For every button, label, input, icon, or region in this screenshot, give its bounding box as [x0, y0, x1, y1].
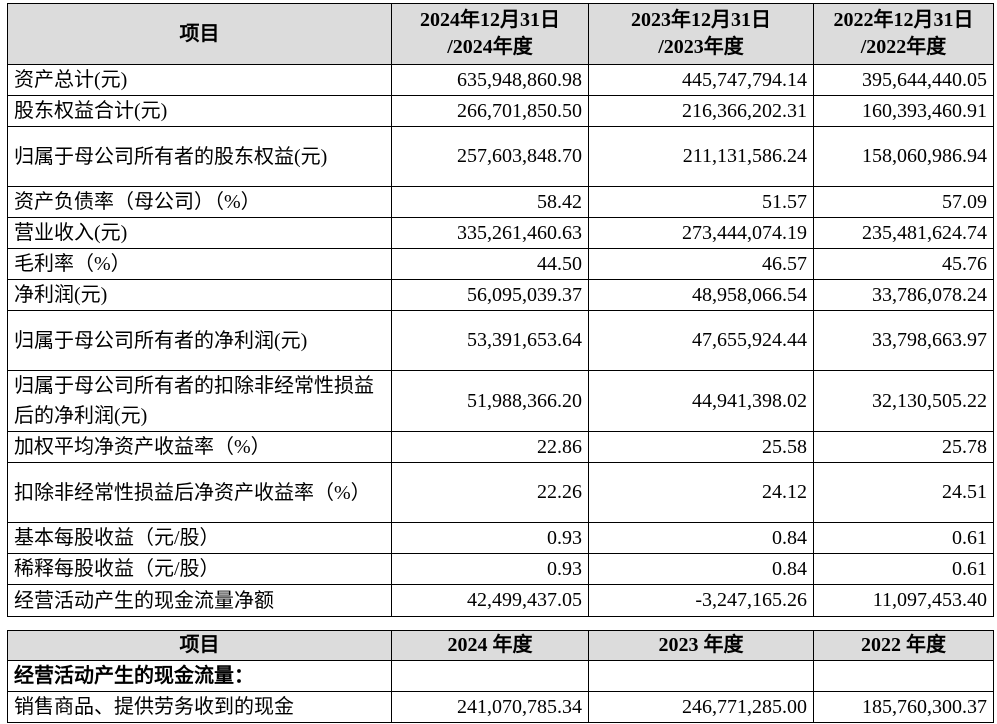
row-label: 归属于母公司所有者的净利润(元): [7, 310, 392, 371]
row-label: 扣除非经常性损益后净资产收益率（%）: [7, 462, 392, 523]
value-cell: 0.93: [391, 553, 589, 585]
table-row: 归属于母公司所有者的股东权益(元) 257,603,848.70 211,131,5…: [7, 126, 994, 187]
value-cell: 57.09: [813, 186, 994, 218]
table-row: 经营活动产生的现金流量净额 42,499,437.05 -3,247,165.26 1…: [7, 584, 994, 617]
value-cell: 445,747,794.14: [588, 64, 814, 96]
header-item: 项目: [7, 630, 392, 661]
table-row: 归属于母公司所有者的净利润(元) 53,391,653.64 47,655,924.…: [7, 310, 994, 371]
row-label: 资产负债率（母公司）（%）: [7, 186, 392, 218]
value-cell: 56,095,039.37: [391, 279, 589, 311]
value-cell: 44,941,398.02: [588, 370, 814, 432]
row-label: 净利润(元): [7, 279, 392, 311]
table-row: 销售商品、提供劳务收到的现金 241,070,785.34 246,771,285.…: [7, 691, 994, 723]
row-label: 营业收入(元): [7, 217, 392, 249]
table-row: 资产总计(元) 635,948,860.98 445,747,794.14 395,6…: [7, 64, 994, 96]
value-cell: 0.84: [588, 522, 814, 554]
header-2023: 2023 年度: [588, 630, 814, 661]
value-cell: 185,760,300.37: [813, 691, 994, 723]
value-cell: 335,261,460.63: [391, 217, 589, 249]
table-row: 资产负债率（母公司）（%） 58.42 51.57 57.09: [7, 186, 994, 218]
value-cell: 11,097,453.40: [813, 584, 994, 617]
row-label: 归属于母公司所有者的股东权益(元): [7, 126, 392, 187]
value-cell: 33,786,078.24: [813, 279, 994, 311]
table-row: 基本每股收益（元/股） 0.93 0.84 0.61: [7, 522, 994, 554]
value-cell: 48,958,066.54: [588, 279, 814, 311]
header-2024: 2024 年度: [391, 630, 589, 661]
value-cell: 0.61: [813, 553, 994, 585]
value-cell: 246,771,285.00: [588, 691, 814, 723]
key-financials-table: 项目 2024年12月31日/2024年度 2023年12月31日/2023年度…: [7, 3, 994, 617]
section-row: 经营活动产生的现金流量：: [7, 660, 994, 692]
row-label: 销售商品、提供劳务收到的现金: [7, 691, 392, 723]
value-cell: 32,130,505.22: [813, 370, 994, 432]
value-cell: 235,481,624.74: [813, 217, 994, 249]
value-cell: 22.86: [391, 431, 589, 463]
header-2024: 2024年12月31日/2024年度: [391, 3, 589, 65]
value-cell: 0.84: [588, 553, 814, 585]
value-cell: 51.57: [588, 186, 814, 218]
value-cell: 635,948,860.98: [391, 64, 589, 96]
table-row: 归属于母公司所有者的扣除非经常性损益后的净利润(元) 51,988,366.20 4…: [7, 370, 994, 432]
table-header-row: 项目 2024年12月31日/2024年度 2023年12月31日/2023年度…: [7, 3, 994, 65]
header-2023: 2023年12月31日/2023年度: [588, 3, 814, 65]
value-cell: 241,070,785.34: [391, 691, 589, 723]
value-cell: -3,247,165.26: [588, 584, 814, 617]
value-cell: 46.57: [588, 248, 814, 280]
value-cell: 395,644,440.05: [813, 64, 994, 96]
row-label: 股东权益合计(元): [7, 95, 392, 127]
value-cell: 44.50: [391, 248, 589, 280]
row-label: 经营活动产生的现金流量净额: [7, 584, 392, 617]
row-label: 加权平均净资产收益率（%）: [7, 431, 392, 463]
empty-cell: [813, 660, 994, 692]
table-row: 加权平均净资产收益率（%） 22.86 25.58 25.78: [7, 431, 994, 463]
table-header-row: 项目 2024 年度 2023 年度 2022 年度: [7, 630, 994, 661]
value-cell: 273,444,074.19: [588, 217, 814, 249]
value-cell: 158,060,986.94: [813, 126, 994, 187]
row-label: 稀释每股收益（元/股）: [7, 553, 392, 585]
value-cell: 45.76: [813, 248, 994, 280]
section-label: 经营活动产生的现金流量：: [7, 660, 392, 692]
value-cell: 22.26: [391, 462, 589, 523]
value-cell: 0.93: [391, 522, 589, 554]
value-cell: 211,131,586.24: [588, 126, 814, 187]
row-label: 归属于母公司所有者的扣除非经常性损益后的净利润(元): [7, 370, 392, 432]
cash-flow-table: 项目 2024 年度 2023 年度 2022 年度 经营活动产生的现金流量： …: [7, 630, 994, 723]
value-cell: 51,988,366.20: [391, 370, 589, 432]
value-cell: 216,366,202.31: [588, 95, 814, 127]
table-row: 股东权益合计(元) 266,701,850.50 216,366,202.31 160…: [7, 95, 994, 127]
value-cell: 257,603,848.70: [391, 126, 589, 187]
value-cell: 25.78: [813, 431, 994, 463]
table-row: 稀释每股收益（元/股） 0.93 0.84 0.61: [7, 553, 994, 585]
value-cell: 25.58: [588, 431, 814, 463]
row-label: 基本每股收益（元/股）: [7, 522, 392, 554]
value-cell: 42,499,437.05: [391, 584, 589, 617]
value-cell: 24.51: [813, 462, 994, 523]
header-2022: 2022年12月31日/2022年度: [813, 3, 994, 65]
table-row: 扣除非经常性损益后净资产收益率（%） 22.26 24.12 24.51: [7, 462, 994, 523]
table-row: 毛利率（%） 44.50 46.57 45.76: [7, 248, 994, 280]
value-cell: 266,701,850.50: [391, 95, 589, 127]
row-label: 毛利率（%）: [7, 248, 392, 280]
value-cell: 24.12: [588, 462, 814, 523]
value-cell: 53,391,653.64: [391, 310, 589, 371]
empty-cell: [391, 660, 589, 692]
row-label: 资产总计(元): [7, 64, 392, 96]
header-item: 项目: [7, 3, 392, 65]
table-row: 营业收入(元) 335,261,460.63 273,444,074.19 235,4…: [7, 217, 994, 249]
value-cell: 47,655,924.44: [588, 310, 814, 371]
value-cell: 160,393,460.91: [813, 95, 994, 127]
value-cell: 33,798,663.97: [813, 310, 994, 371]
table-row: 净利润(元) 56,095,039.37 48,958,066.54 33,786,0…: [7, 279, 994, 311]
header-2022: 2022 年度: [813, 630, 994, 661]
value-cell: 58.42: [391, 186, 589, 218]
empty-cell: [588, 660, 814, 692]
value-cell: 0.61: [813, 522, 994, 554]
